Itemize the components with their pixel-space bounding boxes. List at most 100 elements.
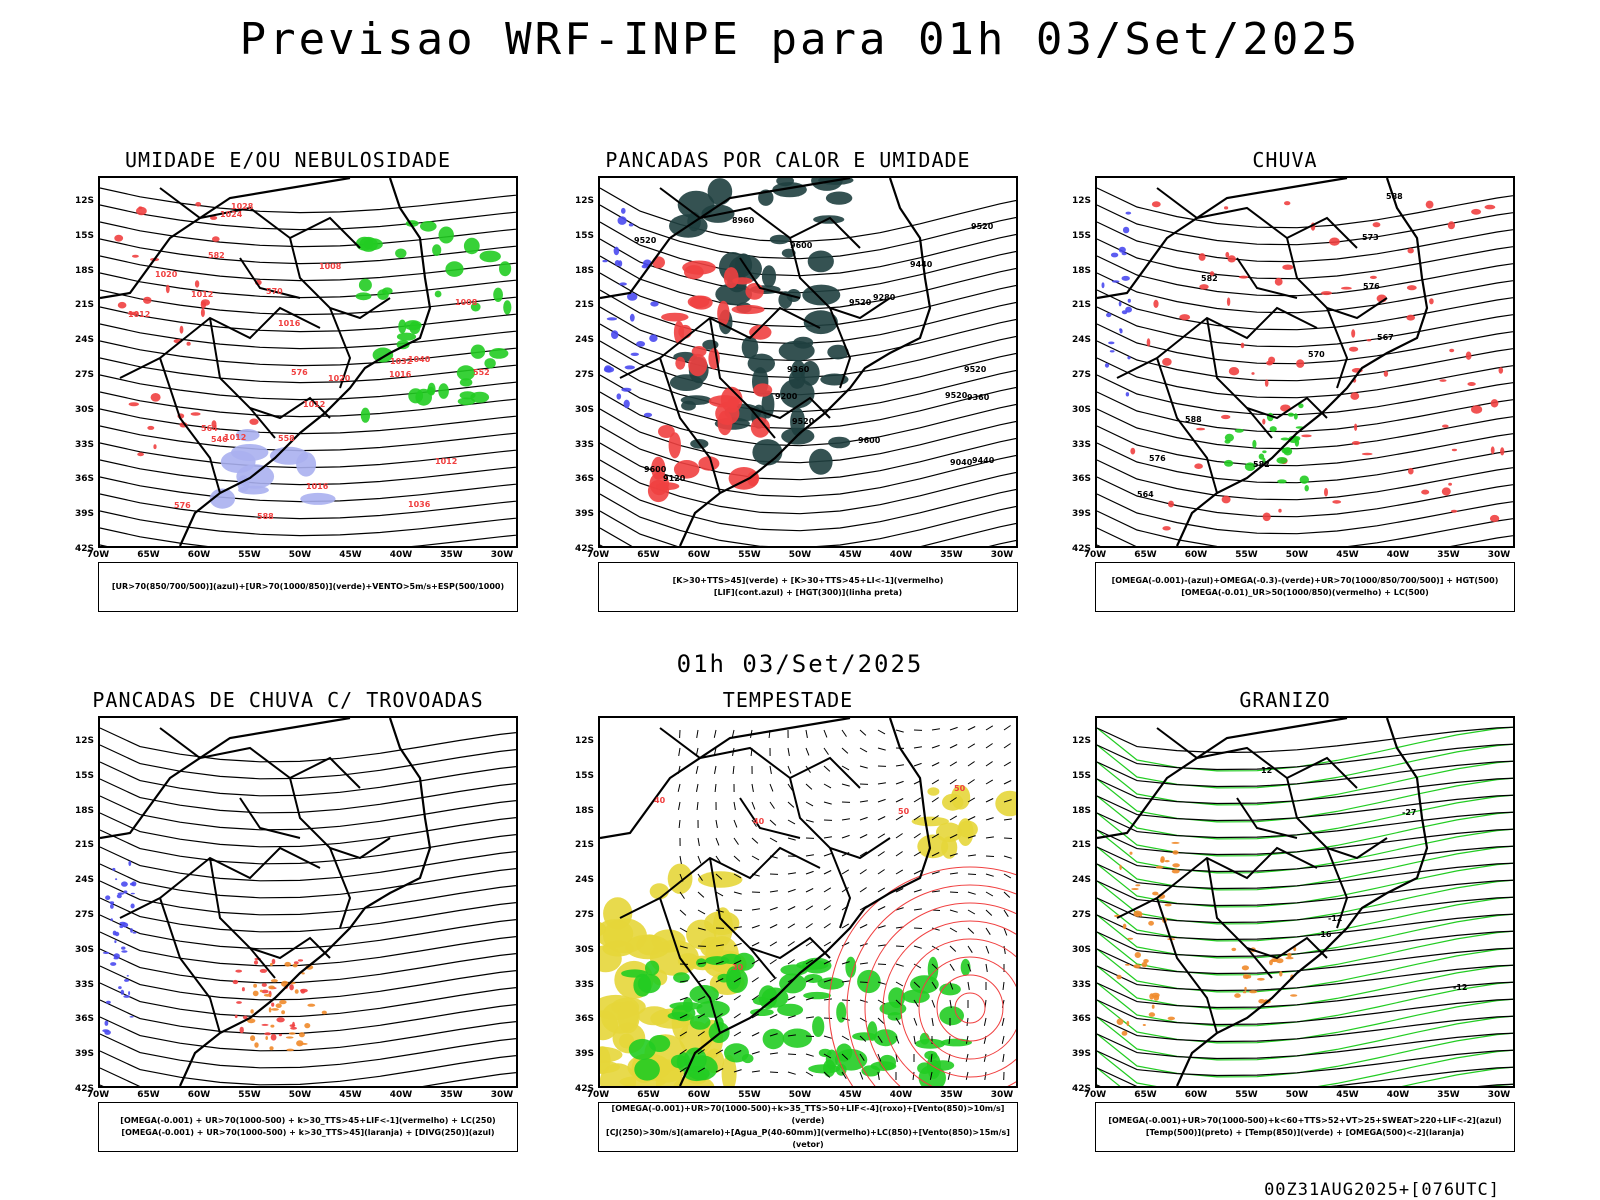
rain-green-field: [1277, 479, 1287, 484]
contour-label: 30: [732, 963, 744, 972]
storm-red-field: [236, 1001, 242, 1004]
state-border: [1206, 857, 1273, 979]
wind-vector: [733, 819, 738, 828]
contour-label: 1016: [306, 482, 329, 491]
wind-vector: [751, 1032, 760, 1037]
wind-vector: [859, 924, 868, 929]
contour-label: 1012: [191, 290, 213, 299]
wind-vector: [877, 887, 886, 893]
wind-green-field: [637, 974, 661, 994]
jet-yellow-field: [995, 790, 1016, 817]
storm-red-field: [241, 987, 245, 992]
storm-red-field: [278, 1033, 282, 1037]
wind-vector: [715, 960, 724, 965]
kindex-green-field: [825, 191, 853, 205]
humidity-green-field: [479, 250, 501, 263]
streamline: [100, 493, 516, 520]
latitude-tick-label: 27S: [74, 910, 94, 920]
rain-blue-field: [1127, 298, 1131, 303]
streamline: [1097, 726, 1513, 754]
streamline: [100, 323, 516, 350]
omega-orange-field: [1155, 865, 1164, 869]
storm-orange-field: [288, 1032, 296, 1035]
state-border: [119, 306, 321, 379]
legend-box: [OMEGA(-0.001)+UR>70(1000-500)+k>35_TTS>…: [598, 1102, 1018, 1152]
wind-vector: [949, 853, 958, 857]
longitude-tick-label: 45W: [339, 550, 362, 560]
streamline: [100, 306, 516, 333]
rain-red-field: [1449, 348, 1455, 353]
lc-contour: [936, 974, 1004, 1042]
wind-vector: [1003, 799, 1012, 803]
panel-title: CHUVA: [1252, 148, 1318, 172]
contour-label: 40: [654, 796, 666, 805]
streamline: [1097, 527, 1513, 546]
legend-box: [OMEGA(-0.001)-(azul)+OMEGA(-0.3)-(verde…: [1095, 562, 1515, 612]
contour-label: 1020: [328, 374, 351, 383]
wind-vector: [895, 981, 904, 987]
rain-red-field: [1221, 495, 1231, 504]
humidity-green-field: [360, 407, 371, 423]
streamline: [1097, 510, 1513, 546]
divergence-blue-field: [129, 1016, 134, 1018]
kindex-green-field: [781, 248, 796, 258]
latitude-tick-label: 33S: [574, 979, 594, 990]
latitude-tick-label: 15S: [74, 770, 94, 781]
rain-red-field: [1240, 342, 1245, 349]
lif-blue-contour: [617, 216, 627, 225]
lif-blue-contour: [623, 399, 630, 409]
humidity-green-field: [484, 358, 496, 369]
wind-vector: [877, 798, 886, 803]
streamline: [100, 357, 516, 384]
state-border: [239, 797, 301, 839]
rain-red-field: [1332, 500, 1342, 504]
kindex-green-field: [669, 374, 703, 391]
streamline: [1097, 828, 1513, 874]
divergence-blue-field: [128, 860, 132, 866]
contour-label: 9440: [972, 456, 995, 465]
wind-vector: [895, 1035, 900, 1044]
legend-line: [K>30+TTS>45](verde) + [K>30+TTS>45+LI<-…: [672, 576, 944, 585]
jet-yellow-field: [600, 1060, 621, 1074]
longitude-tick-label: 30W: [990, 1090, 1014, 1100]
map-svg: 1012 1020 1016 1024 1012 1008 1012 1020 1012 1016…: [100, 178, 516, 546]
rain-green-field: [1258, 453, 1265, 460]
lc-contour: [882, 920, 1016, 1086]
wind-green-field: [919, 1032, 930, 1045]
storm-orange-field: [270, 1024, 275, 1028]
omega-orange-field: [1134, 913, 1144, 916]
latitude-tick-label: 18S: [74, 805, 94, 816]
contour-label: 9520: [849, 298, 872, 307]
contour-label: 1036: [408, 500, 431, 509]
wind-vector: [769, 890, 778, 893]
wind-vector: [965, 1035, 969, 1044]
wind-green-field: [960, 958, 971, 976]
wind-vector: [913, 981, 921, 988]
rain-red-field: [1274, 277, 1283, 286]
wind-vector: [1003, 780, 1012, 785]
rain-red-field: [1425, 200, 1434, 209]
wind-vector: [751, 1013, 760, 1019]
state-border: [1156, 187, 1358, 249]
wind-vector: [715, 1068, 724, 1073]
rain-green-field: [1299, 475, 1309, 484]
wind-vector: [733, 1013, 741, 1019]
longitude-tick-label: 70W: [1083, 550, 1107, 560]
streamline: [600, 289, 1016, 345]
wind-vector: [733, 960, 742, 965]
omega-orange-field: [1244, 986, 1247, 991]
latitude-tick-label: 27S: [574, 370, 594, 380]
wind-vector: [949, 779, 957, 785]
wind-vector: [877, 925, 886, 929]
wind-vector: [805, 997, 814, 1001]
wind-vector: [823, 729, 828, 738]
wind-vector: [949, 963, 955, 971]
wind-vector: [859, 869, 867, 875]
wind-vector: [823, 870, 832, 875]
streamline: [1097, 964, 1513, 1010]
contour-label: -12: [1453, 983, 1467, 992]
wind-vector: [769, 801, 775, 809]
storm-orange-field: [301, 972, 305, 975]
legend-line: [OMEGA(-0.01)_UR>50(1000/850)(vermelho) …: [1181, 588, 1429, 597]
wind-vector: [805, 783, 813, 790]
